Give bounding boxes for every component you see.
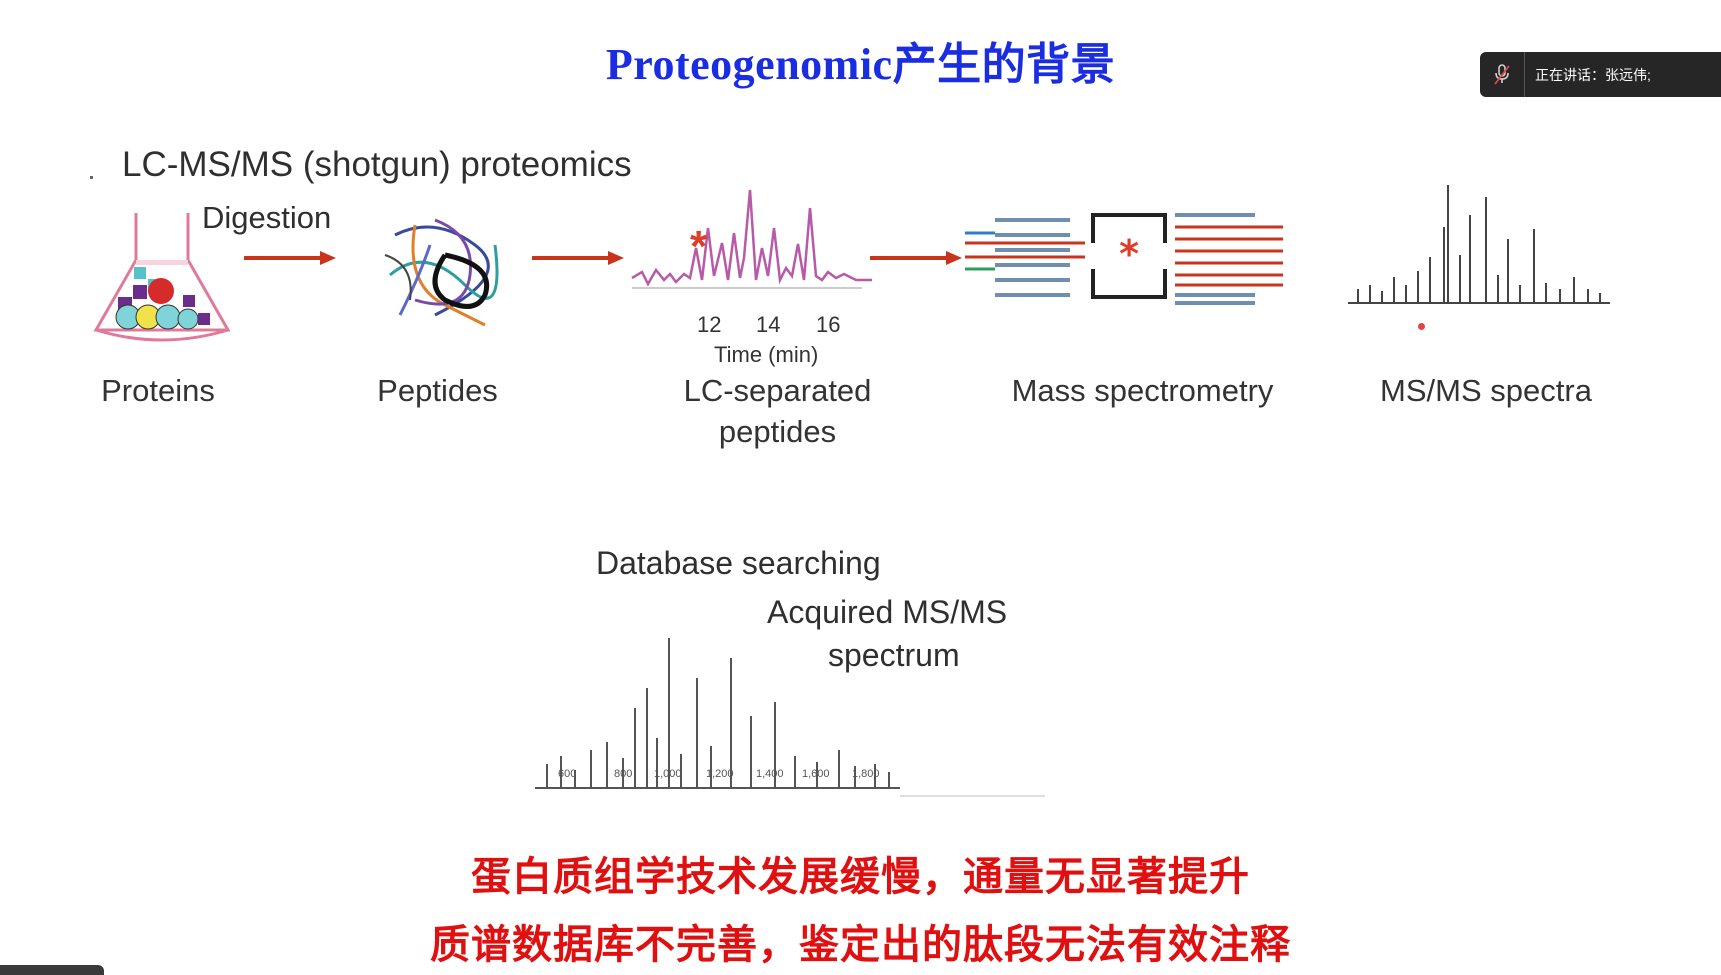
spectrum-tick: 1,400	[756, 768, 784, 780]
peptide-marker-asterisk: *	[690, 222, 708, 271]
arrow-icon	[870, 251, 962, 265]
mass-spectrometer-schematic: *	[965, 213, 1283, 305]
speaking-status-text: 正在讲话：张远伟;	[1535, 66, 1651, 83]
lc-tick: 16	[816, 312, 841, 337]
conclusion-line-2: 质谱数据库不完善，鉴定出的肽段无法有效注释	[430, 922, 1291, 968]
stage-label-proteins: Proteins	[101, 373, 215, 408]
workflow-heading: LC-MS/MS (shotgun) proteomics	[122, 145, 632, 184]
acquired-spectrum-label-line2: spectrum	[828, 637, 960, 673]
lc-axis-label: Time (min)	[714, 342, 819, 367]
slide-title: Proteogenomic产生的背景	[605, 40, 1116, 89]
cursor-marker	[1418, 323, 1425, 330]
stage-label-lc-separated-peptides: LC-separated peptides	[683, 373, 872, 449]
stray-dot	[90, 176, 93, 179]
active-speaker-bar[interactable]: 正在讲话：张远伟;	[1480, 52, 1721, 97]
lc-chromatogram	[631, 189, 872, 289]
lc-tick: 12	[697, 312, 722, 337]
protein-flask-illustration	[93, 213, 231, 342]
lc-tick: 14	[756, 312, 781, 337]
spectrum-tick: 1,800	[852, 768, 880, 780]
conclusion-line-1: 蛋白质组学技术发展缓慢，通量无显著提升	[471, 854, 1250, 900]
digestion-label: Digestion	[202, 200, 332, 235]
mic-muted-icon[interactable]	[1480, 52, 1525, 97]
peptides-tangle-illustration	[384, 218, 499, 327]
spectrum-tick: 1,200	[706, 768, 734, 780]
stage-label-peptides: Peptides	[377, 373, 498, 408]
acquired-msms-spectrum	[535, 638, 1045, 797]
stage-label-msms-spectra: MS/MS spectra	[1380, 373, 1592, 408]
database-searching-heading: Database searching	[596, 545, 881, 581]
toolbar-handle[interactable]	[0, 965, 104, 975]
acquired-spectrum-label: Acquired MS/MS	[767, 594, 1008, 630]
svg-text:*: *	[1119, 232, 1139, 276]
spectrum-tick: 600	[558, 768, 577, 780]
spectrum-tick: 1,600	[802, 768, 830, 780]
msms-spectra-thumbnail	[1348, 185, 1610, 304]
spectrum-tick: 1,000	[654, 768, 682, 780]
stage-label-mass-spectrometry: Mass spectrometry	[1011, 373, 1274, 408]
arrow-icon	[532, 251, 624, 265]
spectrum-tick: 800	[614, 768, 633, 780]
arrow-icon	[244, 251, 336, 265]
